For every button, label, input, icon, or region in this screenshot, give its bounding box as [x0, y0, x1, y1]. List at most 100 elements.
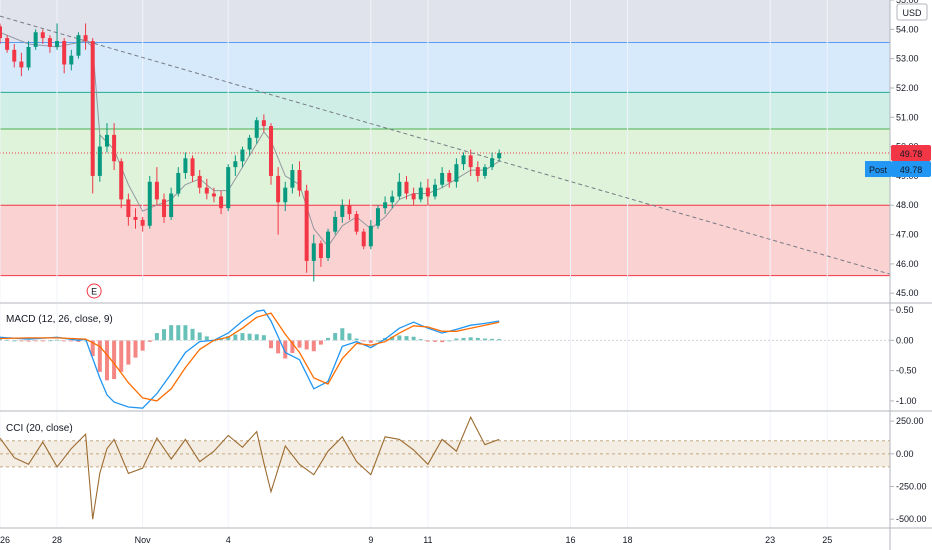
candle-body [12, 49, 17, 62]
y-tick-label: 0.00 [896, 449, 914, 459]
candle-body [176, 172, 181, 194]
macd-bar [397, 335, 402, 341]
candle-body [390, 196, 395, 203]
y-tick-label: 47.00 [896, 230, 919, 240]
currency-label: USD [902, 8, 922, 18]
candle-body [354, 214, 359, 232]
candle-body [90, 41, 95, 176]
candle-body [254, 120, 259, 138]
macd-bar [197, 332, 202, 341]
macd-bar [411, 336, 416, 341]
price-zone [0, 205, 890, 276]
post-price-label: 49.78 [900, 165, 923, 175]
macd-bar [333, 333, 338, 341]
candle-body [404, 181, 409, 194]
x-tick-label: 18 [623, 535, 633, 545]
cci-title: CCI (20, close) [6, 423, 73, 434]
candle-body [240, 149, 245, 162]
macd-bar [5, 339, 10, 341]
post-price-badge [891, 161, 931, 178]
candle-body [304, 190, 309, 261]
macd-bar [126, 340, 131, 365]
macd-bar [461, 337, 466, 341]
candle-body [76, 35, 81, 56]
y-tick-label: -0.50 [896, 366, 917, 376]
candle-body [375, 208, 380, 226]
macd-bar [104, 340, 109, 381]
macd-bar [240, 333, 245, 341]
macd-bar [69, 340, 74, 342]
macd-lines [0, 309, 500, 409]
candle-body [497, 153, 502, 159]
candle-body [368, 225, 373, 247]
candle-body [276, 175, 281, 203]
candle-body [247, 137, 252, 150]
post-tag [865, 161, 891, 178]
candle-body [0, 26, 2, 39]
candles [0, 23, 502, 282]
panel-labels: MACD (12, 26, close, 9) CCI (20, close) [6, 314, 113, 434]
macd-bar [268, 340, 273, 349]
macd-bar [261, 335, 266, 341]
y-axis: 55.0054.0053.0052.0051.0050.0049.0048.00… [890, 0, 927, 524]
candle-body [104, 134, 109, 147]
cci-band [0, 440, 890, 468]
y-tick-label: 51.00 [896, 112, 919, 122]
macd-bar [76, 340, 81, 342]
macd-bar [340, 328, 345, 341]
macd-title: MACD (12, 26, close, 9) [6, 314, 113, 325]
last-price-badge [891, 145, 931, 162]
candle-body [468, 155, 473, 168]
candle-body [62, 41, 67, 65]
candle-body [340, 205, 345, 217]
candle-body [162, 199, 167, 217]
macd-bar [468, 337, 473, 341]
candle-body [347, 205, 352, 215]
candle-body [361, 231, 366, 247]
macd-bar [140, 340, 145, 351]
macd-bar [0, 339, 2, 341]
macd-bar [169, 325, 174, 341]
candle-body [26, 46, 31, 68]
x-tick-label: 28 [52, 535, 62, 545]
event-marker: E [86, 283, 102, 299]
macd-bar [233, 334, 238, 341]
candle-body [83, 35, 88, 42]
candle-body [197, 175, 202, 188]
candle-body [219, 196, 224, 209]
candle-body [19, 61, 24, 68]
candle-body [169, 193, 174, 217]
candle-body [133, 216, 138, 220]
candle-body [425, 187, 430, 197]
candle-body [290, 170, 295, 188]
trendline [0, 15, 891, 275]
macd-bar [33, 340, 38, 342]
macd-bar [12, 340, 17, 342]
macd-bar [226, 336, 231, 341]
macd-bar [40, 340, 45, 342]
x-tick-label: 4 [226, 535, 231, 545]
macd-bar [133, 340, 138, 358]
macd-bar [418, 339, 423, 341]
price-zone [0, 92, 890, 130]
earnings-marker-label: E [91, 287, 97, 297]
candle-body [154, 181, 159, 200]
macd-bar [247, 333, 252, 341]
macd-bar [497, 339, 502, 341]
candle-body [297, 170, 302, 191]
candle-body [418, 187, 423, 200]
price-zone [0, 0, 890, 43]
candle-body [55, 41, 60, 47]
macd-bar [318, 340, 323, 345]
macd-bar [297, 340, 302, 348]
y-tick-label: 45.00 [896, 288, 919, 298]
macd-bar [368, 340, 373, 343]
candle-body [126, 199, 131, 217]
candle-body [333, 216, 338, 232]
macd-bar [475, 337, 480, 341]
signal-line [0, 312, 500, 402]
y-tick-label: 0.00 [896, 335, 914, 345]
candle-body [283, 187, 288, 203]
macd-bar [304, 340, 309, 350]
